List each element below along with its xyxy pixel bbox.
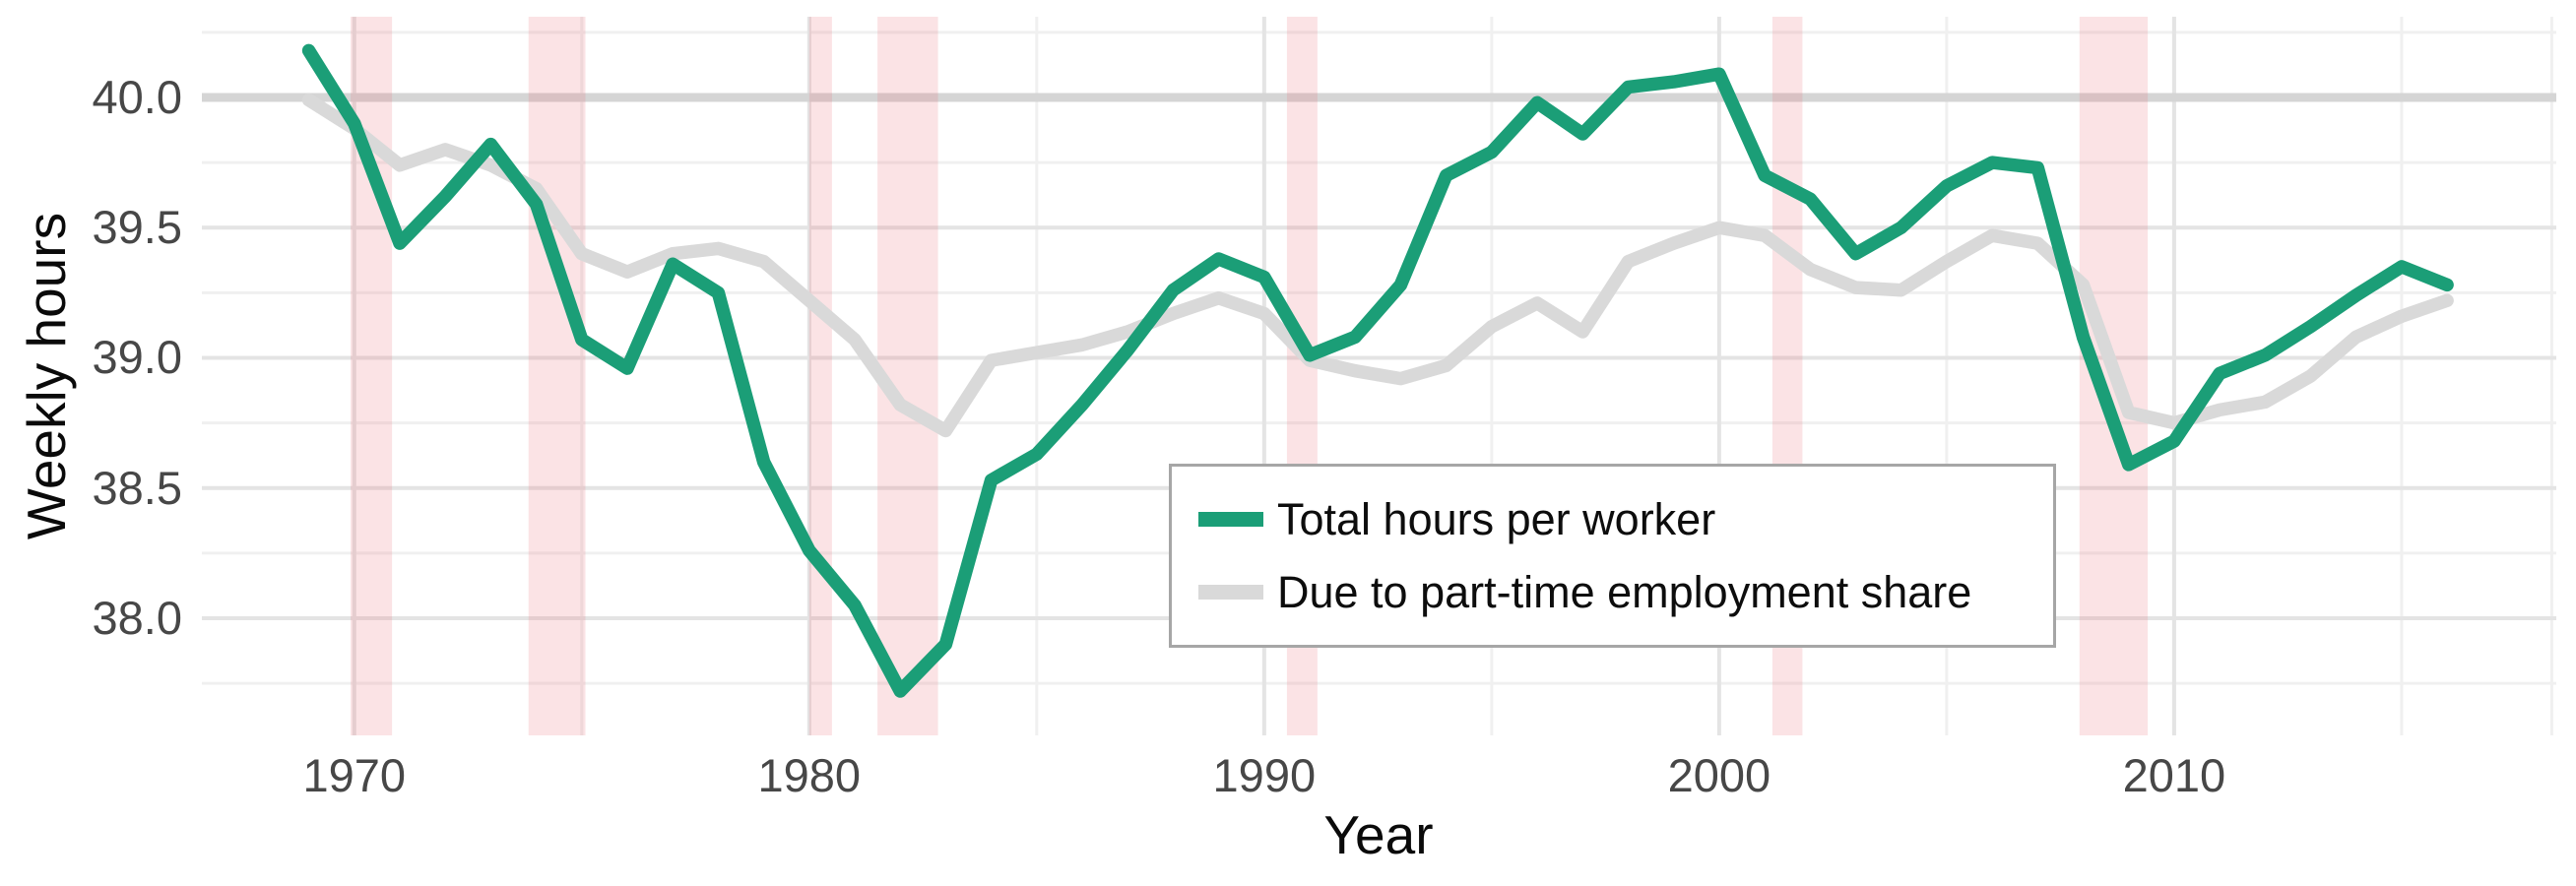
- gridlines-minor: [202, 17, 2556, 735]
- x-tick-label: 1980: [757, 749, 862, 801]
- legend-label-total-hours: Total hours per worker: [1277, 493, 1716, 544]
- recession-band: [528, 17, 586, 735]
- legend-label-parttime-share: Due to part-time employment share: [1277, 566, 1972, 617]
- x-axis-title: Year: [1323, 804, 1434, 865]
- y-tick-label: 38.5: [92, 461, 182, 514]
- legend-item-parttime-share: Due to part-time employment share: [1198, 556, 2053, 629]
- x-tick-label: 1990: [1212, 749, 1317, 801]
- line-parttime-employment-share: [301, 93, 2454, 438]
- y-tick-label: 38.0: [92, 591, 182, 644]
- legend-swatch-total-hours: [1198, 512, 1263, 527]
- y-tick-label: 39.5: [92, 201, 182, 254]
- legend-swatch-parttime-share: [1198, 585, 1263, 600]
- x-tick-label: 1970: [302, 749, 407, 801]
- x-tick-label: 2000: [1667, 749, 1771, 801]
- legend-item-total-hours: Total hours per worker: [1198, 483, 2053, 556]
- series-lines: [301, 43, 2454, 698]
- legend: Total hours per worker Due to part-time …: [1169, 464, 2056, 648]
- recession-band: [808, 17, 832, 735]
- x-tick-label: 2010: [2122, 749, 2226, 801]
- y-tick-label: 40.0: [92, 70, 182, 123]
- line-total-hours-per-worker: [301, 43, 2454, 698]
- y-tick-label: 39.0: [92, 331, 182, 384]
